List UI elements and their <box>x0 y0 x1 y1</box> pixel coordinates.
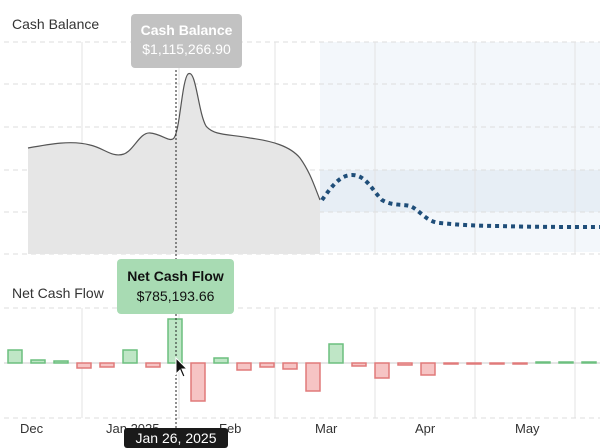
bar[interactable] <box>328 343 344 364</box>
bar[interactable] <box>122 349 138 364</box>
bar[interactable] <box>236 362 252 371</box>
tooltip-value: $1,115,266.90 <box>142 41 231 57</box>
tooltip-title: Net Cash Flow <box>127 268 224 284</box>
bar[interactable] <box>420 362 436 376</box>
bar[interactable] <box>305 362 321 392</box>
bar[interactable] <box>397 362 413 366</box>
net-cash-flow-bars <box>7 318 597 402</box>
bar[interactable] <box>145 362 161 368</box>
bar[interactable] <box>443 362 459 365</box>
net-cash-flow-title: Net Cash Flow <box>12 285 104 301</box>
bar[interactable] <box>190 362 206 402</box>
bar[interactable] <box>53 360 69 364</box>
hover-date-badge: Jan 26, 2025 <box>124 428 228 448</box>
bar[interactable] <box>76 362 92 369</box>
bar[interactable] <box>7 349 23 364</box>
bar[interactable] <box>581 361 597 364</box>
bar[interactable] <box>535 361 551 364</box>
x-axis-label: Mar <box>315 421 338 436</box>
bar[interactable] <box>374 362 390 379</box>
mouse-cursor-icon <box>175 356 189 378</box>
cash-balance-title: Cash Balance <box>12 16 100 32</box>
tooltip-value: $785,193.66 <box>136 288 215 304</box>
bar[interactable] <box>351 362 367 367</box>
cash-balance-area <box>28 73 320 254</box>
x-axis: Dec Jan 2025 Feb Mar Apr May <box>20 421 540 436</box>
bar[interactable] <box>259 362 275 368</box>
bar[interactable] <box>466 362 482 365</box>
forecast-region <box>320 42 600 252</box>
x-axis-label: May <box>515 421 540 436</box>
tooltip-title: Cash Balance <box>140 22 233 38</box>
grid-horizontal-bottom <box>4 307 600 419</box>
bar[interactable] <box>99 362 115 368</box>
net-cash-flow-tooltip: Net Cash Flow $785,193.66 <box>117 259 234 314</box>
bar[interactable] <box>489 362 505 365</box>
cash-balance-line[interactable] <box>27 73 321 201</box>
bar[interactable] <box>282 362 298 370</box>
cash-balance-forecast-line[interactable] <box>320 172 601 229</box>
bar[interactable] <box>512 362 528 365</box>
bar[interactable] <box>213 357 229 364</box>
cash-balance-tooltip: Cash Balance $1,115,266.90 <box>131 14 242 68</box>
forecast-band <box>320 170 600 212</box>
x-axis-label: Dec <box>20 421 44 436</box>
bar-highlighted[interactable] <box>167 318 183 364</box>
bar[interactable] <box>30 359 46 364</box>
bar[interactable] <box>558 361 574 364</box>
x-axis-label: Apr <box>415 421 436 436</box>
